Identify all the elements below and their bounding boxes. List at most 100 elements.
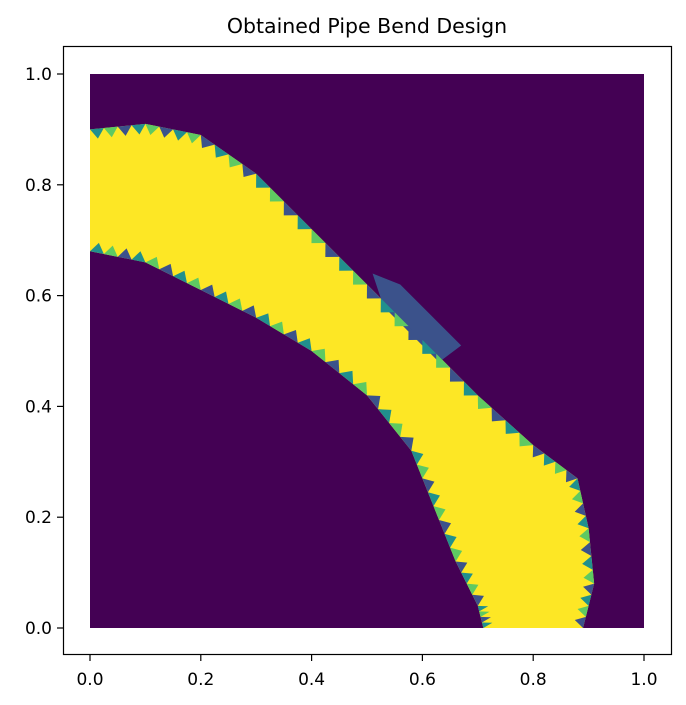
inner-edge-cell (228, 298, 243, 311)
outer-edge-cell (297, 215, 312, 230)
outer-edge-cell (159, 126, 174, 138)
outer-edge-cell (186, 132, 201, 144)
outer-edge-cell (394, 312, 409, 327)
outer-edge-cell (554, 461, 567, 474)
outer-edge-cell (214, 144, 229, 158)
outer-edge-cell (579, 528, 590, 543)
inner-edge-cell (103, 245, 118, 257)
inner-edge-cell (481, 622, 493, 628)
inner-edge-cell (411, 450, 424, 465)
outer-edge-cell (200, 134, 215, 148)
inner-edge-cell (186, 277, 201, 291)
outer-edge-cell (256, 173, 271, 188)
inner-edge-cell (427, 492, 440, 507)
inner-edge-cell (439, 519, 452, 534)
y-tick-label: 0.2 (25, 508, 52, 528)
outer-edge-cell (436, 353, 451, 368)
inner-edge-cell (339, 370, 354, 385)
y-axis: 0.0 0.2 0.4 0.6 0.8 1.0 (25, 65, 64, 639)
inner-edge-cell (450, 547, 463, 562)
detached-fragment (372, 273, 462, 363)
outer-edge-cell (173, 129, 187, 141)
inner-edge-cell (477, 605, 489, 612)
heatmap (90, 74, 644, 628)
outer-edge-cell (532, 445, 545, 458)
outer-edge-cell (103, 126, 118, 138)
outer-edge-cell (580, 542, 592, 556)
y-tick-label: 1.0 (25, 65, 52, 85)
outer-edge-cell (145, 123, 160, 136)
outer-edge-cell (228, 154, 243, 168)
inner-edge-cell (270, 321, 284, 335)
x-tick-label: 0.6 (409, 670, 436, 690)
inner-edge-cell (466, 583, 479, 595)
inner-edge-cell (159, 263, 174, 277)
y-tick-label: 0.4 (25, 397, 52, 417)
outer-edge-cell (463, 381, 478, 396)
outer-edge-cell (353, 270, 367, 285)
inner-edge-cell (480, 616, 491, 623)
inner-edge-cell (479, 611, 490, 617)
outer-edge-cell (422, 339, 437, 354)
inner-edge-cell (433, 506, 446, 520)
outer-edge-cell (339, 256, 354, 271)
outer-edge-cell (131, 123, 146, 135)
inner-edge-cell (378, 409, 392, 424)
outer-edge-cell (283, 201, 298, 216)
inner-edge-cell (117, 248, 132, 260)
outer-edge-cell (408, 326, 423, 341)
y-tick-label: 0.6 (25, 287, 52, 307)
chart-title: Obtained Pipe Bend Design (227, 14, 507, 38)
inner-edge-cell (283, 329, 298, 343)
inner-edge-cell (311, 348, 326, 363)
outer-edge-cell (565, 470, 578, 483)
outer-edge-cell (543, 453, 556, 466)
inner-edge-cell (422, 478, 435, 493)
y-tick-label: 0.0 (25, 619, 52, 639)
outer-edge-cell (117, 125, 132, 136)
inner-edge-cell (256, 313, 271, 327)
x-tick-label: 0.8 (520, 670, 547, 690)
inner-edge-cell (400, 436, 414, 451)
outer-edge-cell (583, 569, 595, 584)
inner-edge-cell (297, 338, 312, 351)
inner-edge-cell (416, 464, 429, 479)
inner-edge-cell (461, 572, 473, 584)
outer-edge-cell (577, 515, 589, 529)
x-tick-label: 1.0 (630, 670, 657, 690)
inner-edge-cell (455, 561, 468, 573)
outer-edge-cell (571, 490, 584, 504)
inner-edge-cell (131, 251, 146, 263)
outer-edge-cell (491, 407, 506, 422)
outer-edge-cell (519, 432, 534, 447)
outer-edge-cell (380, 298, 395, 313)
x-tick-label: 0.0 (76, 670, 103, 690)
outer-edge-cell (269, 187, 284, 202)
inner-edge-cell (367, 395, 381, 410)
x-tick-label: 0.2 (187, 670, 214, 690)
outer-edge-cell (583, 583, 595, 595)
outer-edge-cell (366, 284, 381, 299)
outer-edge-cell (449, 367, 464, 382)
inner-edge-cell (173, 270, 187, 284)
inner-edge-cell (200, 284, 215, 297)
inner-edge-cell (444, 533, 457, 548)
outer-edge-cell (577, 605, 589, 617)
outer-edge-cell (569, 478, 581, 491)
outer-edge-cell (90, 128, 104, 139)
y-tick-label: 0.8 (25, 176, 52, 196)
inner-edge-cell (325, 359, 340, 374)
outer-edge-cell (311, 229, 326, 244)
inner-edge-cell (353, 381, 367, 396)
outer-edge-cell (325, 242, 340, 257)
outer-edge-cell (574, 616, 586, 628)
inner-edge-cell (145, 256, 160, 270)
pipe-band (90, 123, 595, 628)
outer-edge-cell (574, 503, 586, 516)
outer-edge-cell (580, 594, 592, 606)
x-tick-label: 0.4 (298, 670, 325, 690)
outer-edge-cell (582, 555, 593, 570)
outer-edge-cell (477, 395, 492, 409)
inner-edge-cell (90, 242, 104, 255)
x-axis: 0.0 0.2 0.4 0.6 0.8 1.0 (76, 654, 658, 690)
